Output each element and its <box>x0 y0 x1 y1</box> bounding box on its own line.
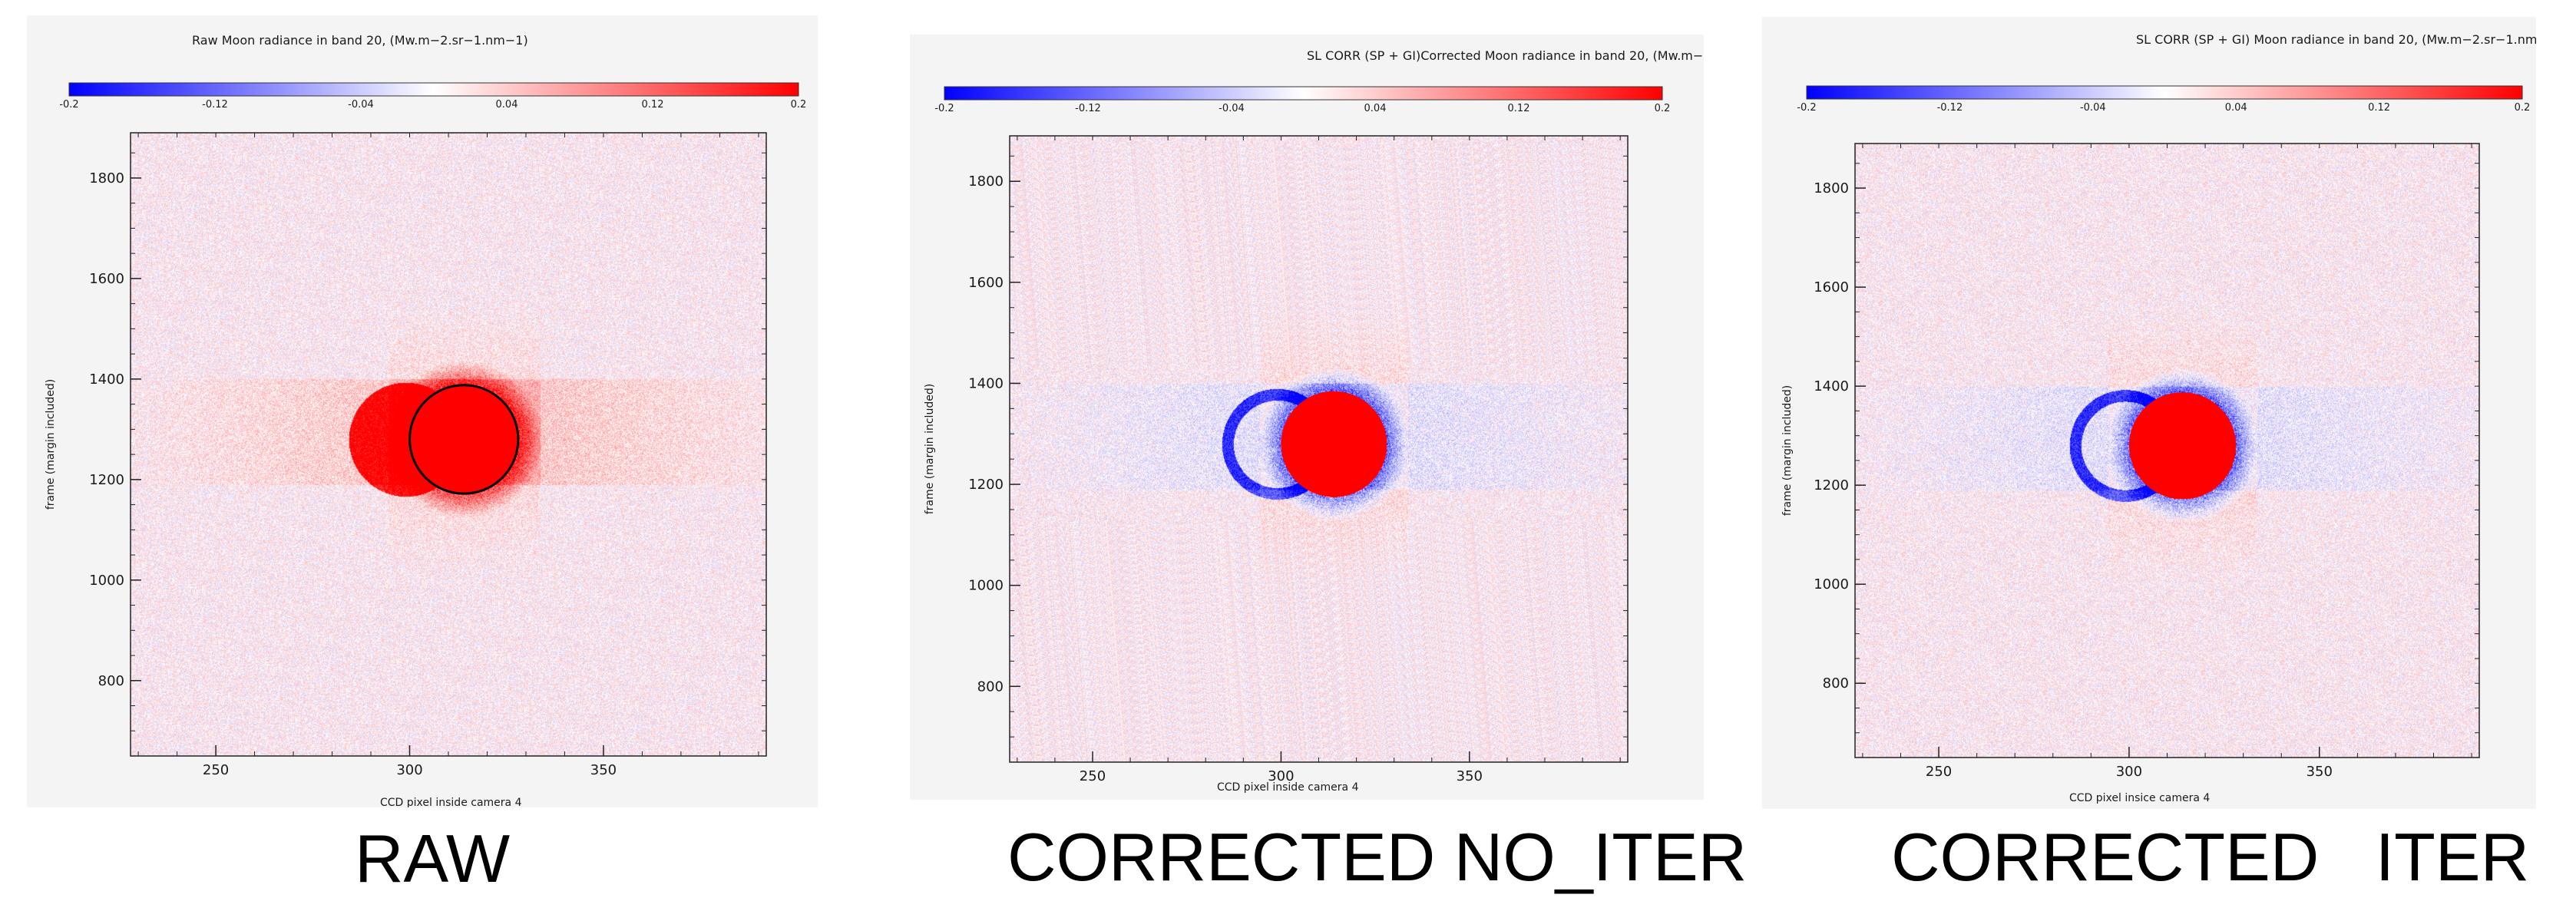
colorbar-tick-label: -0.04 <box>1219 103 1245 114</box>
y-tick-label: 1000 <box>89 573 124 589</box>
y-axis-label: frame (margin included) <box>924 384 936 514</box>
x-tick-label: 300 <box>2116 764 2142 780</box>
caption-raw: RAW <box>355 820 511 896</box>
colorbar <box>1806 85 2523 100</box>
colorbar <box>944 86 1663 101</box>
colorbar-tick-label: 0.12 <box>2368 102 2390 114</box>
x-tick-label: 350 <box>2306 764 2333 780</box>
y-tick-label: 1600 <box>968 275 1004 291</box>
colorbar-tick-label: -0.12 <box>1937 102 1963 114</box>
y-axis-label: frame (margin included) <box>1781 385 1794 516</box>
y-tick-label: 800 <box>1823 675 1849 692</box>
y-tick-label: 1800 <box>1814 180 1849 196</box>
x-tick-label: 350 <box>590 762 617 778</box>
y-tick-label: 1800 <box>89 170 124 187</box>
colorbar-tick-label: 0.12 <box>1508 103 1530 114</box>
y-tick-label: 1800 <box>968 173 1004 190</box>
colorbar-tick-label: 0.2 <box>791 99 807 111</box>
colorbar-tick-label: -0.04 <box>348 99 374 111</box>
heatmap-panel-corrected-no-iter: SL CORR (SP + GI)Corrected Moon radiance… <box>910 35 1704 800</box>
y-tick-label: 1600 <box>89 271 124 287</box>
caption-corrected-iter: CORRECTED ITER <box>1891 819 2530 895</box>
moon-disk <box>2128 392 2236 499</box>
y-tick-label: 1000 <box>968 578 1004 594</box>
moon-disk <box>1281 391 1387 497</box>
y-tick-label: 800 <box>977 678 1004 695</box>
caption-corrected-no-iter: CORRECTED NO_ITER <box>1007 819 1748 895</box>
colorbar-tick-label: -0.12 <box>1075 103 1101 114</box>
colorbar-tick-label: 0.2 <box>1655 103 1671 114</box>
colorbar-tick-label: 0.12 <box>642 99 664 111</box>
y-tick-label: 1400 <box>89 371 124 388</box>
y-tick-label: 1200 <box>1814 477 1849 494</box>
heatmap-panel-raw: Raw Moon radiance in band 20, (Mw.m−2.sr… <box>27 15 818 807</box>
x-axis-label: CCD pixel inside camera 4 <box>380 797 522 807</box>
colorbar-tick-label: -0.2 <box>59 99 78 111</box>
heatmap-svg: SL CORR (SP + GI)Corrected Moon radiance… <box>924 48 1704 794</box>
y-tick-label: 1600 <box>1814 279 1849 295</box>
colorbar-tick-label: 0.04 <box>496 99 518 111</box>
x-tick-label: 250 <box>1926 764 1952 780</box>
y-tick-label: 1200 <box>89 472 124 488</box>
heatmap-svg: SL CORR (SP + GI) Moon radiance in band … <box>1781 32 2536 804</box>
chart-title: SL CORR (SP + GI) Moon radiance in band … <box>2136 32 2536 47</box>
colorbar-tick-label: 0.04 <box>1364 103 1387 114</box>
y-axis-label: frame (margin included) <box>45 379 57 510</box>
colorbar-tick-label: -0.2 <box>934 103 954 114</box>
y-tick-label: 1400 <box>968 375 1004 391</box>
colorbar-tick-label: -0.12 <box>202 99 228 111</box>
colorbar <box>68 82 799 97</box>
heatmap-panel-corrected-iter: SL CORR (SP + GI) Moon radiance in band … <box>1762 17 2536 809</box>
moon-disk <box>408 384 520 495</box>
x-tick-label: 250 <box>1080 768 1106 784</box>
y-tick-label: 1200 <box>968 477 1004 493</box>
y-tick-label: 800 <box>98 673 124 689</box>
y-tick-label: 1000 <box>1814 576 1849 593</box>
y-tick-label: 1400 <box>1814 378 1849 394</box>
x-tick-label: 350 <box>1457 768 1483 784</box>
colorbar-tick-label: 0.2 <box>2515 102 2531 114</box>
x-tick-label: 300 <box>396 762 422 778</box>
heatmap-svg: Raw Moon radiance in band 20, (Mw.m−2.sr… <box>45 33 807 807</box>
chart-title: Raw Moon radiance in band 20, (Mw.m−2.sr… <box>192 33 528 48</box>
colorbar-tick-label: -0.04 <box>2080 102 2106 114</box>
colorbar-tick-label: 0.04 <box>2225 102 2247 114</box>
x-tick-label: 300 <box>1268 768 1294 784</box>
chart-title: SL CORR (SP + GI)Corrected Moon radiance… <box>1307 48 1704 63</box>
colorbar-tick-label: -0.2 <box>1797 102 1816 114</box>
x-tick-label: 250 <box>203 762 229 778</box>
x-axis-label: CCD pixel insice camera 4 <box>2069 792 2210 804</box>
x-axis-label: CCD pixel inside camera 4 <box>1217 781 1359 794</box>
